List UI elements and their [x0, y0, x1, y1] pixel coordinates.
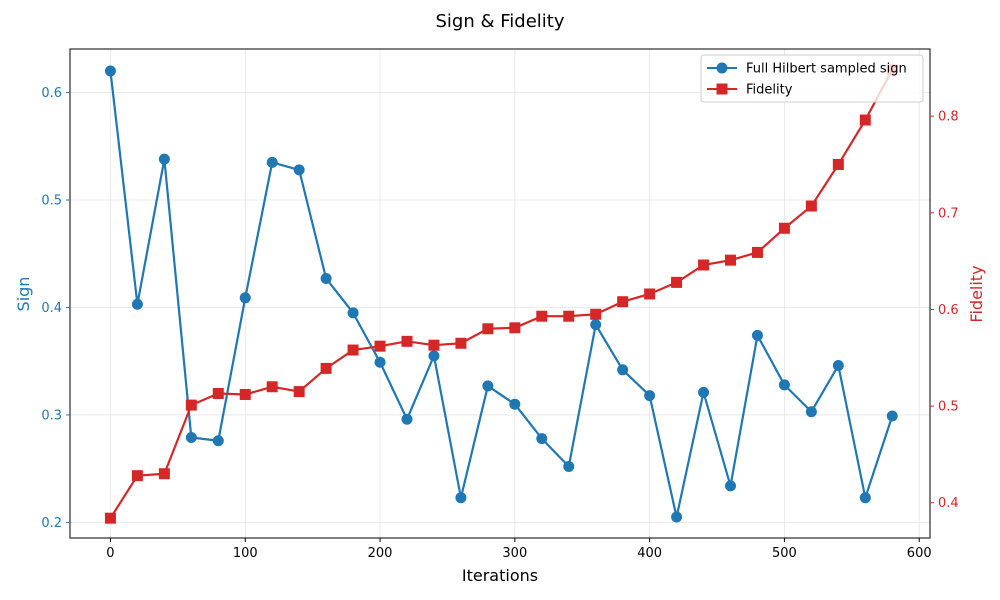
sign-point: [536, 433, 548, 445]
right-tick-label: 0.7: [938, 206, 959, 221]
sign-point: [104, 65, 116, 77]
legend: Full Hilbert sampled sign Fidelity: [700, 54, 924, 103]
fidelity-point: [428, 339, 440, 351]
fidelity-point: [859, 114, 871, 126]
sign-point: [212, 435, 224, 447]
sign-point: [239, 292, 251, 304]
x-tick-label: 300: [502, 546, 527, 561]
sign-point: [886, 410, 898, 422]
fidelity-point: [778, 222, 790, 234]
sign-point: [778, 379, 790, 391]
fidelity-point: [239, 388, 251, 400]
series-line-1: [109, 69, 894, 519]
fidelity-point: [617, 296, 629, 308]
fidelity-point: [401, 335, 413, 347]
legend-marker-sign: [716, 62, 728, 74]
x-tick-label: 500: [772, 546, 797, 561]
sign-point: [617, 364, 629, 376]
fidelity-point: [725, 254, 737, 266]
sign-point: [266, 156, 278, 168]
sign-point: [644, 390, 656, 402]
sign-point: [509, 398, 521, 410]
grid: [70, 49, 930, 538]
x-tick-label: 100: [233, 546, 258, 561]
fidelity-point: [751, 246, 763, 258]
legend-label-fidelity: Fidelity: [746, 83, 793, 98]
right-tick-label: 0.4: [938, 496, 959, 511]
sign-point: [428, 350, 440, 362]
sign-point: [401, 413, 413, 425]
fidelity-point: [266, 381, 278, 393]
legend-label-sign: Full Hilbert sampled sign: [746, 62, 907, 77]
right-axis-title: Fidelity: [967, 265, 986, 322]
fidelity-point: [832, 158, 844, 170]
sign-point: [158, 153, 170, 165]
fidelity-point: [563, 310, 575, 322]
left-tick-label: 0.5: [41, 193, 62, 208]
fidelity-point: [698, 259, 710, 271]
left-axis-ticks: 0.2 0.3 0.4 0.5 0.6: [41, 86, 70, 531]
sign-point: [832, 360, 844, 372]
right-axis-ticks: 0.4 0.5 0.6 0.7 0.8: [930, 110, 959, 511]
x-tick-label: 600: [907, 546, 932, 561]
plot-frame: [69, 48, 931, 539]
fidelity-point: [644, 288, 656, 300]
fidelity-point: [671, 276, 683, 288]
fidelity-point: [455, 337, 467, 349]
fidelity-point: [509, 322, 521, 334]
right-tick-label: 0.6: [938, 303, 959, 318]
fidelity-point: [104, 512, 116, 524]
sign-point: [725, 480, 737, 492]
fidelity-point: [805, 200, 817, 212]
series-layer: [104, 64, 898, 524]
sign-point: [698, 386, 710, 398]
sign-point: [185, 432, 197, 444]
sign-point: [293, 164, 305, 176]
legend-marker-fidelity: [716, 83, 728, 95]
sign-point: [590, 319, 602, 331]
fidelity-point: [293, 386, 305, 398]
sign-point: [671, 511, 683, 523]
x-axis-ticks: 0 100 200 300 400 500 600: [106, 538, 932, 561]
left-tick-label: 0.2: [41, 516, 62, 531]
sign-point: [482, 380, 494, 392]
left-tick-label: 0.4: [41, 301, 62, 316]
fidelity-point: [185, 399, 197, 411]
sign-point: [455, 492, 467, 504]
left-tick-label: 0.6: [41, 86, 62, 101]
sign-point: [805, 406, 817, 418]
x-axis-title: Iterations: [462, 566, 538, 585]
fidelity-point: [482, 323, 494, 335]
x-tick-label: 400: [637, 546, 662, 561]
chart-title: Sign & Fidelity: [436, 11, 565, 32]
left-tick-label: 0.3: [41, 408, 62, 423]
left-axis-title: Sign: [14, 277, 33, 312]
legend-box: [700, 54, 924, 103]
fidelity-point: [536, 310, 548, 322]
x-tick-label: 200: [368, 546, 393, 561]
right-tick-label: 0.5: [938, 400, 959, 415]
fidelity-point: [347, 344, 359, 356]
sign-point: [347, 307, 359, 319]
fidelity-point: [131, 470, 143, 482]
fidelity-point: [320, 362, 332, 374]
series-line-0: [109, 70, 894, 519]
fidelity-point: [374, 340, 386, 352]
fidelity-point: [590, 308, 602, 320]
fidelity-point: [212, 388, 224, 400]
fidelity-point: [158, 468, 170, 480]
sign-point: [320, 272, 332, 284]
sign-point: [859, 492, 871, 504]
sign-point: [131, 298, 143, 310]
right-tick-label: 0.8: [938, 110, 959, 125]
sign-point: [563, 461, 575, 473]
sign-point: [374, 356, 386, 368]
x-tick-label: 0: [106, 546, 114, 561]
sign-point: [751, 329, 763, 341]
